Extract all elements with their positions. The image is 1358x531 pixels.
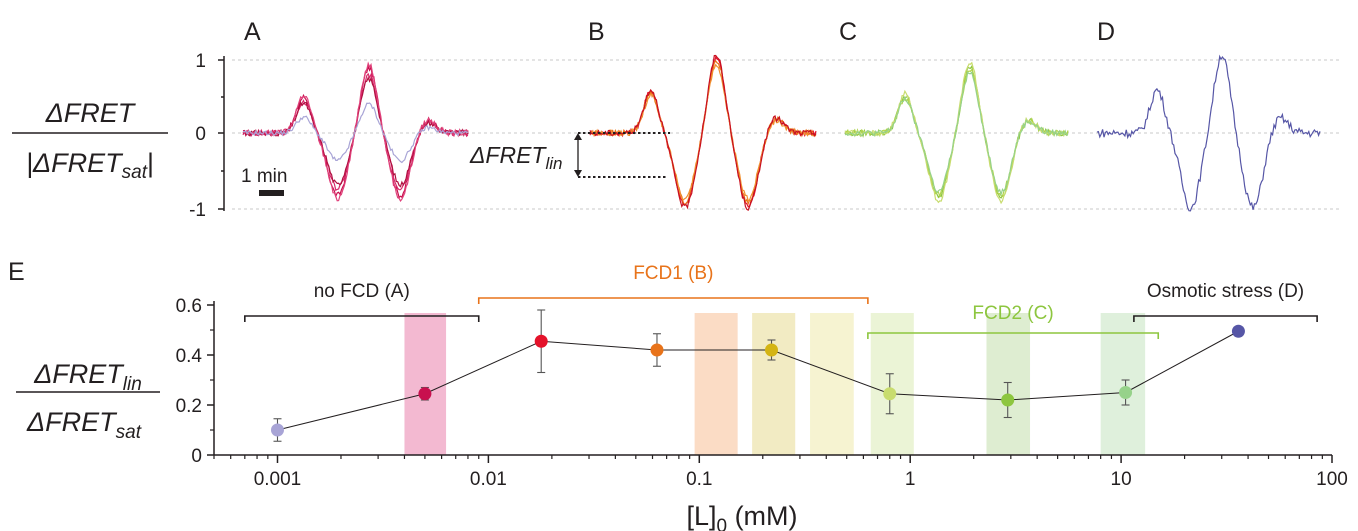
fret-lin-label: ΔFRET [469,142,547,168]
data-point [418,386,432,401]
x-tick-label: 100 [1316,469,1348,490]
group-bracket-3: Osmotic stress (D) [1133,281,1318,322]
fret-traces [242,54,1321,212]
top-ylabel-numerator: ΔFRET [45,98,137,128]
top-tick-label: -1 [189,200,206,221]
bottom-ylabel-num: ΔFRET [33,359,125,389]
data-point [1001,381,1015,419]
fret-trace [844,71,1069,197]
top-ylabel-den-pre: |ΔFRET [26,148,124,178]
group-label: FCD1 (B) [633,263,713,284]
x-tick-label: 10 [1111,469,1132,490]
data-series [270,309,1245,442]
fret-trace [1096,54,1321,212]
group-bracket-1: FCD1 (B) [477,263,869,304]
group-label: Osmotic stress (D) [1147,281,1304,302]
concentration-band-1 [694,313,738,455]
fret-lin-annotation: ΔFRETlin [469,132,670,178]
time-scale-bar: 1 min [241,166,287,196]
top-tick-label: 0 [195,124,206,145]
bottom-ylabel-den-sub: sat [116,422,142,443]
fret-trace [242,102,469,164]
y-tick-label: 0.4 [176,346,203,367]
y-tick-label: 0 [191,446,202,467]
y-tick-label: 0.6 [176,296,202,317]
data-point [1231,324,1245,338]
group-label: FCD2 (C) [972,303,1053,324]
bottom-ylabel-den: ΔFRET [26,407,118,437]
xlabel-sub: 0 [716,516,727,531]
svg-text:|ΔFRETsat|: |ΔFRETsat| [26,148,154,183]
concentration-band-0 [404,313,447,455]
panel-label-e: E [8,258,25,286]
scale-bar-label: 1 min [241,166,287,187]
bottom-ylabel: ΔFRETlin ΔFRETsat [16,359,160,443]
panel-label-c: C [839,18,857,46]
data-point [883,373,897,415]
concentration-band-6 [1100,313,1146,455]
x-tick-label: 0.1 [686,469,712,490]
fret-lin-sub: lin [545,154,562,173]
panel-label-a: A [244,18,261,46]
bottom-ylabel-num-sub: lin [123,374,142,395]
svg-text:ΔFRETlin: ΔFRETlin [33,359,142,395]
data-point [534,309,548,374]
bottom-xlabel: [L]0 (mM) [686,501,797,531]
xlabel-pre: [L] [686,501,716,531]
top-ylabel-den-sub: sat [122,162,148,183]
top-tick-label: 1 [195,51,206,72]
fret-trace [589,54,817,211]
top-ylabel: ΔFRET |ΔFRETsat| [12,98,168,183]
concentration-bands [404,313,1146,455]
concentration-band-2 [752,313,796,455]
panel-label-b: B [588,18,605,46]
x-tick-label: 1 [905,469,916,490]
bottom-axes: 0.001 0.01 0.1 1 10 100 0 0.2 0.4 0.6 [176,296,1348,490]
dose-response-chart: no FCD (A) FCD1 (B) FCD2 (C) Osmotic stress… [176,263,1348,490]
concentration-band-3 [810,313,854,455]
y-tick-label: 0.2 [176,396,202,417]
group-bracket-0: no FCD (A) [244,281,480,322]
data-point [270,418,284,442]
data-point [650,333,664,367]
top-axis: 1 0 -1 [189,51,1340,221]
x-tick-label: 0.01 [470,469,507,490]
panel-label-d: D [1097,18,1115,46]
concentration-band-4 [870,313,914,455]
top-ylabel-den-post: | [147,148,154,178]
svg-text:ΔFRETsat: ΔFRETsat [26,407,142,443]
group-label: no FCD (A) [314,281,410,302]
data-point [1119,379,1133,406]
data-point [765,339,779,361]
x-tick-label: 0.001 [254,469,302,490]
svg-text:ΔFRETlin: ΔFRETlin [469,142,563,173]
xlabel-post: (mM) [727,501,797,531]
group-brackets: no FCD (A) FCD1 (B) FCD2 (C) Osmotic stress… [244,263,1318,339]
group-bracket-2: FCD2 (C) [867,303,1160,339]
svg-text:ΔFRET: ΔFRET [45,98,137,128]
